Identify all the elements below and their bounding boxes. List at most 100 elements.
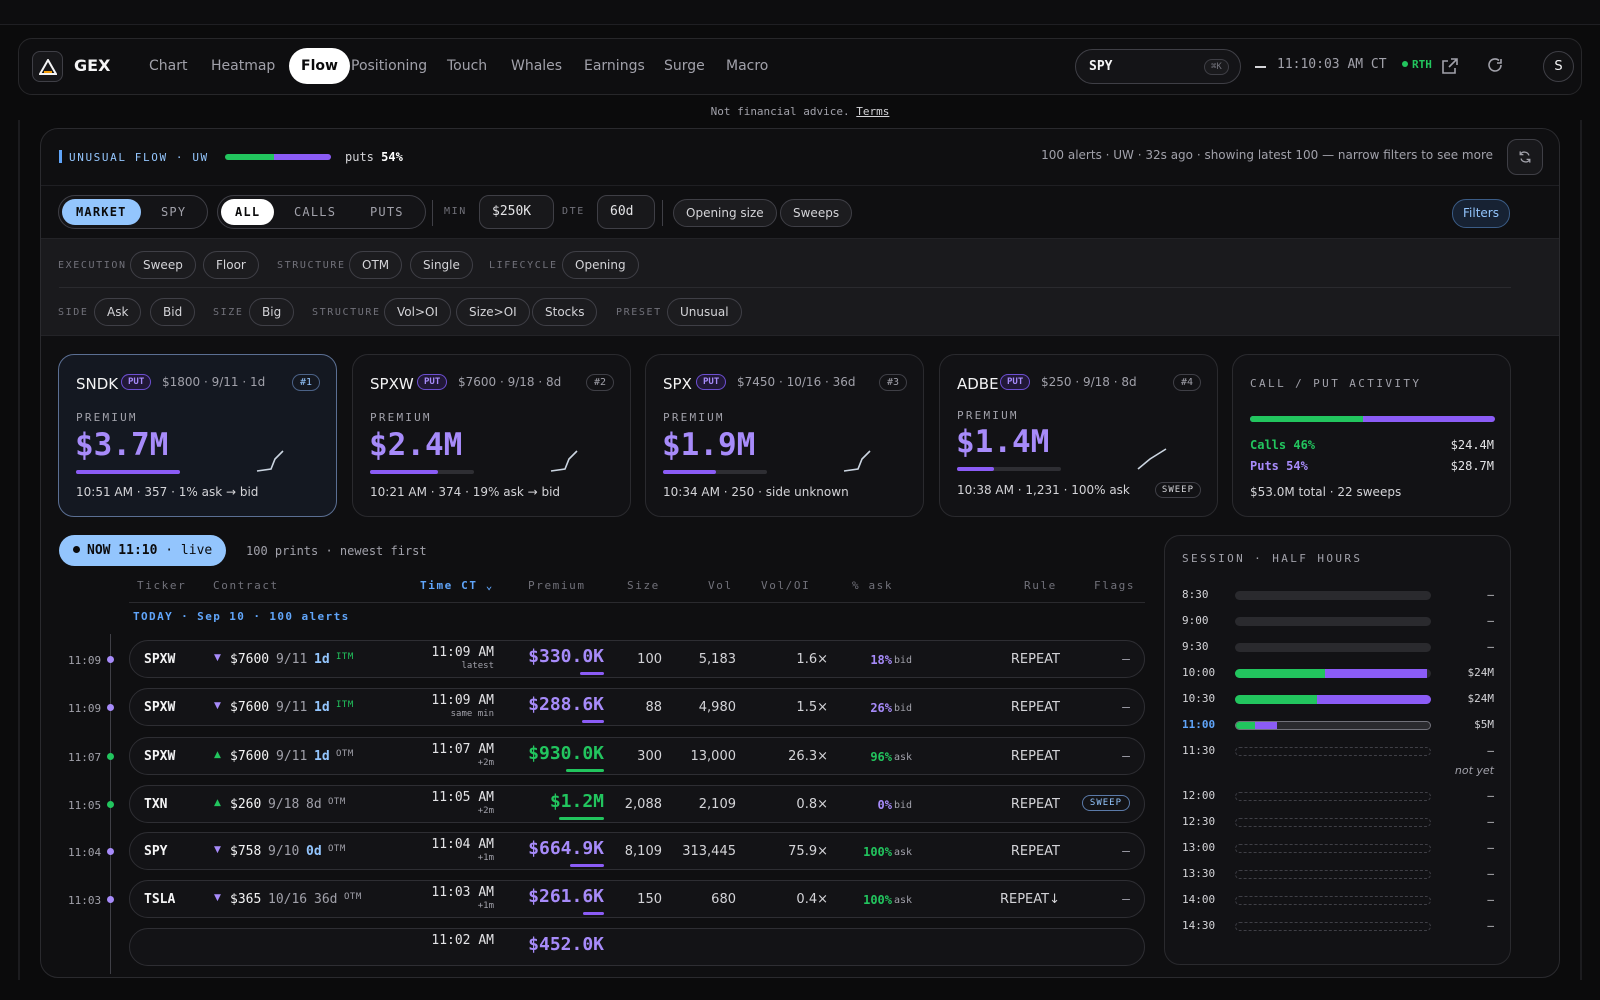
flow-row[interactable]: SPXW ▼ $7600 9/11 1d ITM 11:09 AM latest $330.0K… bbox=[129, 640, 1145, 678]
row-time-delta: latest bbox=[461, 661, 494, 671]
title-accent bbox=[59, 150, 62, 163]
timeline-time: 11:09 bbox=[68, 702, 102, 715]
premium-label: PREMIUM bbox=[370, 411, 432, 424]
premium-bar bbox=[957, 467, 1061, 471]
scope-spy[interactable]: SPY bbox=[161, 205, 187, 219]
row-side: bid bbox=[894, 800, 913, 811]
session-slot-value: – bbox=[1487, 614, 1494, 627]
filter-pill-vol-oi[interactable]: Vol>OI bbox=[384, 298, 451, 326]
tab-touch[interactable]: Touch bbox=[447, 58, 488, 74]
rank-badge: #2 bbox=[585, 374, 614, 391]
col-vol[interactable]: Vol bbox=[708, 579, 733, 592]
min-premium-input[interactable]: $250K bbox=[479, 195, 554, 229]
live-label: · live bbox=[165, 543, 213, 558]
panel-refresh-button[interactable] bbox=[1507, 139, 1543, 175]
col-pct-ask[interactable]: % ask bbox=[852, 579, 894, 592]
filter-pill-bid[interactable]: Bid bbox=[150, 298, 196, 326]
flow-row[interactable]: SPXW ▼ $7600 9/11 1d ITM 11:09 AM same min $288.… bbox=[129, 688, 1145, 726]
tab-whales[interactable]: Whales bbox=[511, 58, 563, 74]
tab-earnings[interactable]: Earnings bbox=[584, 58, 645, 74]
flow-row[interactable]: TXN ▲ $260 9/18 8d OTM 11:05 AM +2m $1.2M 2,088 2,… bbox=[129, 785, 1145, 823]
tab-heatmap[interactable]: Heatmap bbox=[211, 58, 276, 74]
premium-bar bbox=[76, 470, 180, 474]
filter-pill-otm[interactable]: OTM bbox=[349, 251, 403, 279]
top-card-spx[interactable]: SPX PUT $7450 · 10/16 · 36d #3 PREMIUM $1.9M 1… bbox=[645, 354, 924, 517]
left-rail bbox=[18, 120, 20, 980]
window-top-strip bbox=[0, 0, 1600, 25]
filter-pill-size-oi[interactable]: Size>OI bbox=[456, 298, 530, 326]
filter-pill-sweep[interactable]: Sweep bbox=[130, 251, 196, 279]
tab-macro[interactable]: Macro bbox=[726, 58, 769, 74]
row-side: ask bbox=[894, 752, 913, 763]
col-premium[interactable]: Premium bbox=[528, 579, 586, 592]
dte-label: DTE bbox=[562, 206, 585, 217]
row-flags: – bbox=[1122, 844, 1130, 859]
session-slot-time: 8:30 bbox=[1182, 588, 1209, 601]
top-card-spxw[interactable]: SPXW PUT $7600 · 9/18 · 8d #2 PREMIUM $2.4M 10… bbox=[352, 354, 631, 517]
row-time: 11:09 AM bbox=[431, 645, 494, 660]
filter-pill-stocks[interactable]: Stocks bbox=[532, 298, 598, 326]
side-puts[interactable]: PUTS bbox=[370, 205, 404, 219]
filter-pill-opening[interactable]: Opening bbox=[562, 251, 639, 279]
col-contract[interactable]: Contract bbox=[213, 579, 279, 592]
col-ticker[interactable]: Ticker bbox=[137, 579, 187, 592]
session-slot-time: 14:00 bbox=[1182, 893, 1216, 906]
dte-input[interactable]: 60d bbox=[597, 195, 655, 229]
row-dte: 36d bbox=[314, 892, 338, 907]
tab-positioning[interactable]: Positioning bbox=[351, 58, 428, 74]
session-slot-value: – bbox=[1487, 588, 1494, 601]
app-logo[interactable] bbox=[32, 51, 63, 82]
search-input[interactable]: SPY bbox=[1089, 59, 1113, 74]
terms-link[interactable]: Terms bbox=[856, 105, 890, 118]
row-volume: 2,109 bbox=[698, 797, 736, 812]
premium-value: $1.4M bbox=[956, 424, 1050, 460]
scope-market[interactable]: MARKET bbox=[62, 199, 141, 225]
top-card-sndk[interactable]: SNDK PUT $1800 · 9/11 · 1d #1 PREMIUM $3.7M 10… bbox=[58, 354, 337, 517]
filters-button[interactable]: Filters bbox=[1452, 199, 1510, 228]
tab-flow[interactable]: Flow bbox=[289, 48, 350, 84]
row-ticker: SPXW bbox=[144, 749, 176, 764]
refresh-icon[interactable] bbox=[1485, 56, 1505, 76]
card-ticker: SPX bbox=[663, 375, 692, 393]
ticker-search[interactable]: SPY ⌘K bbox=[1075, 49, 1241, 84]
row-vol-oi: 1.6× bbox=[796, 652, 828, 667]
session-slot-bar bbox=[1235, 669, 1431, 678]
filter-pill-unusual[interactable]: Unusual bbox=[667, 298, 742, 326]
session-slot-time: 11:30 bbox=[1182, 744, 1216, 757]
user-avatar[interactable]: S bbox=[1543, 51, 1574, 82]
tab-surge[interactable]: Surge bbox=[664, 58, 705, 74]
sweeps-toggle[interactable]: Sweeps bbox=[780, 199, 853, 227]
col-vol-oi[interactable]: Vol/OI bbox=[761, 579, 811, 592]
side-calls[interactable]: CALLS bbox=[294, 205, 337, 219]
top-card-adbe[interactable]: ADBE PUT $250 · 9/18 · 8d #4 PREMIUM $1.4M 10:… bbox=[939, 354, 1218, 517]
now-live-indicator[interactable]: NOW 11:10 · live bbox=[59, 535, 227, 566]
card-contract: $7600 · 9/18 · 8d bbox=[458, 375, 562, 389]
external-link-icon[interactable] bbox=[1440, 56, 1460, 76]
card-footer: 10:34 AM · 250 · side unknown bbox=[663, 485, 849, 499]
row-pct-ask: 100% bbox=[863, 845, 892, 859]
filter-pill-ask[interactable]: Ask bbox=[94, 298, 142, 326]
filter-pill-big[interactable]: Big bbox=[249, 298, 295, 326]
session-slot-time: 9:30 bbox=[1182, 640, 1209, 653]
flow-row[interactable]: 11:02 AM $452.0K bbox=[129, 928, 1145, 966]
flow-row[interactable]: SPY ▼ $758 9/10 0d OTM 11:04 AM +1m $664.9K 8,109… bbox=[129, 832, 1145, 870]
opening-size-toggle[interactable]: Opening size bbox=[673, 199, 777, 227]
flow-row[interactable]: TSLA ▼ $365 10/16 36d OTM 11:03 AM +1m $261.6K 15… bbox=[129, 880, 1145, 918]
col-time-label: Time CT bbox=[420, 579, 478, 592]
filter-pill-single[interactable]: Single bbox=[410, 251, 473, 279]
col-flags[interactable]: Flags bbox=[1094, 579, 1136, 592]
session-slot-value: – bbox=[1487, 789, 1494, 802]
flow-row[interactable]: SPXW ▲ $7600 9/11 1d OTM 11:07 AM +2m $930.0K 300… bbox=[129, 737, 1145, 775]
col-time[interactable]: Time CT ⌄ bbox=[420, 579, 494, 592]
col-size[interactable]: Size bbox=[627, 579, 660, 592]
filter-pill-floor[interactable]: Floor bbox=[203, 251, 259, 279]
timeline-time: 11:04 bbox=[68, 846, 102, 859]
direction-down-icon: ▼ bbox=[214, 653, 221, 663]
timeline-time: 11:05 bbox=[68, 799, 102, 812]
feed-summary: 100 prints · newest first bbox=[246, 544, 427, 558]
col-rule[interactable]: Rule bbox=[1024, 579, 1057, 592]
tab-chart[interactable]: Chart bbox=[149, 58, 188, 74]
row-premium: $330.0K bbox=[528, 646, 604, 667]
row-volume: 313,445 bbox=[682, 844, 736, 859]
side-all[interactable]: ALL bbox=[221, 199, 275, 225]
